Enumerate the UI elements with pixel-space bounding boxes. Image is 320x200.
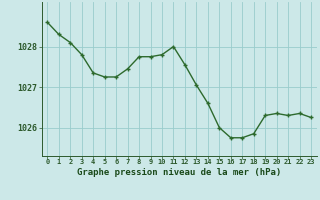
X-axis label: Graphe pression niveau de la mer (hPa): Graphe pression niveau de la mer (hPa) <box>77 168 281 177</box>
